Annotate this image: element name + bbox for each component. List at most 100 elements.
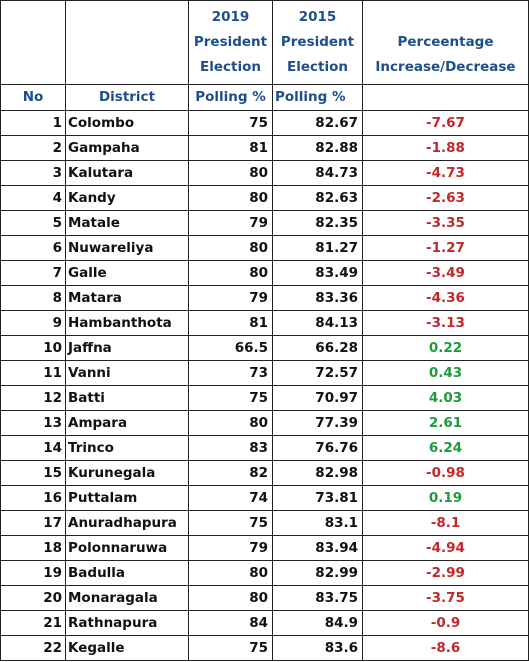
polling-2019: 81 bbox=[188, 135, 273, 161]
header-no: No bbox=[0, 84, 66, 111]
polling-2015: 81.27 bbox=[272, 235, 363, 261]
percentage-change: 4.03 bbox=[362, 385, 529, 411]
table-row: 4 Kandy 80 82.63 -2.63 bbox=[0, 185, 529, 211]
percentage-change: -3.75 bbox=[362, 585, 529, 611]
polling-2015: 82.88 bbox=[272, 135, 363, 161]
row-number: 1 bbox=[0, 110, 66, 136]
polling-2019: 75 bbox=[188, 635, 273, 661]
table-row: 11 Vanni 73 72.57 0.43 bbox=[0, 360, 529, 386]
header-row-columns: No District Polling % Polling % bbox=[0, 84, 529, 111]
row-number: 7 bbox=[0, 260, 66, 286]
table-row: 9 Hambanthota 81 84.13 -3.13 bbox=[0, 310, 529, 336]
table-row: 15 Kurunegala 82 82.98 -0.98 bbox=[0, 460, 529, 486]
percentage-change: 0.22 bbox=[362, 335, 529, 361]
district-name: Matale bbox=[65, 210, 189, 236]
table-row: 18 Polonnaruwa 79 83.94 -4.94 bbox=[0, 535, 529, 561]
table-row: 13 Ampara 80 77.39 2.61 bbox=[0, 410, 529, 436]
row-number: 16 bbox=[0, 485, 66, 511]
district-name: Kegalle bbox=[65, 635, 189, 661]
polling-2019: 83 bbox=[188, 435, 273, 461]
header-2015-line2: President bbox=[280, 34, 355, 50]
table-row: 14 Trinco 83 76.76 6.24 bbox=[0, 435, 529, 461]
district-name: Nuwareliya bbox=[65, 235, 189, 261]
polling-2019: 80 bbox=[188, 560, 273, 586]
polling-2015: 70.97 bbox=[272, 385, 363, 411]
row-number: 20 bbox=[0, 585, 66, 611]
percentage-change: 0.19 bbox=[362, 485, 529, 511]
polling-2019: 80 bbox=[188, 585, 273, 611]
table-row: 8 Matara 79 83.36 -4.36 bbox=[0, 285, 529, 311]
header-change-line2: Increase/Decrease bbox=[375, 59, 516, 75]
percentage-change: -3.35 bbox=[362, 210, 529, 236]
percentage-change: -4.36 bbox=[362, 285, 529, 311]
row-number: 3 bbox=[0, 160, 66, 186]
row-number: 22 bbox=[0, 635, 66, 661]
district-name: Kurunegala bbox=[65, 460, 189, 486]
percentage-change: -8.1 bbox=[362, 510, 529, 536]
header-change-blank bbox=[362, 84, 529, 111]
percentage-change: -2.63 bbox=[362, 185, 529, 211]
percentage-change: -0.9 bbox=[362, 610, 529, 636]
district-name: Kandy bbox=[65, 185, 189, 211]
table-row: 7 Galle 80 83.49 -3.49 bbox=[0, 260, 529, 286]
polling-2015: 73.81 bbox=[272, 485, 363, 511]
row-number: 19 bbox=[0, 560, 66, 586]
polling-2019: 80 bbox=[188, 235, 273, 261]
district-name: Hambanthota bbox=[65, 310, 189, 336]
header-polling-2015: Polling % bbox=[272, 84, 363, 111]
row-number: 10 bbox=[0, 335, 66, 361]
polling-2019: 84 bbox=[188, 610, 273, 636]
polling-2015: 83.6 bbox=[272, 635, 363, 661]
table-row: 22 Kegalle 75 83.6 -8.6 bbox=[0, 635, 529, 661]
table-row: 2 Gampaha 81 82.88 -1.88 bbox=[0, 135, 529, 161]
percentage-change: -3.49 bbox=[362, 260, 529, 286]
polling-2015: 72.57 bbox=[272, 360, 363, 386]
district-name: Matara bbox=[65, 285, 189, 311]
polling-2019: 75 bbox=[188, 385, 273, 411]
table-row: 6 Nuwareliya 80 81.27 -1.27 bbox=[0, 235, 529, 261]
district-name: Batti bbox=[65, 385, 189, 411]
district-name: Puttalam bbox=[65, 485, 189, 511]
polling-2015: 83.1 bbox=[272, 510, 363, 536]
district-name: Galle bbox=[65, 260, 189, 286]
polling-2015: 84.9 bbox=[272, 610, 363, 636]
table-row: 16 Puttalam 74 73.81 0.19 bbox=[0, 485, 529, 511]
polling-2019: 74 bbox=[188, 485, 273, 511]
percentage-change: -3.13 bbox=[362, 310, 529, 336]
polling-2015: 83.94 bbox=[272, 535, 363, 561]
district-name: Gampaha bbox=[65, 135, 189, 161]
row-number: 4 bbox=[0, 185, 66, 211]
table-row: 17 Anuradhapura 75 83.1 -8.1 bbox=[0, 510, 529, 536]
polling-2015: 82.99 bbox=[272, 560, 363, 586]
polling-2019: 80 bbox=[188, 160, 273, 186]
district-name: Polonnaruwa bbox=[65, 535, 189, 561]
header-2015-year: 2015 bbox=[298, 9, 337, 25]
polling-2015: 82.67 bbox=[272, 110, 363, 136]
header-2015-election: 2015 President Election bbox=[272, 0, 363, 85]
percentage-change: 0.43 bbox=[362, 360, 529, 386]
polling-2019: 79 bbox=[188, 285, 273, 311]
percentage-change: -8.6 bbox=[362, 635, 529, 661]
district-name: Colombo bbox=[65, 110, 189, 136]
row-number: 6 bbox=[0, 235, 66, 261]
polling-2019: 75 bbox=[188, 110, 273, 136]
percentage-change: -4.73 bbox=[362, 160, 529, 186]
polling-2015: 82.63 bbox=[272, 185, 363, 211]
polling-2019: 75 bbox=[188, 510, 273, 536]
district-name: Kalutara bbox=[65, 160, 189, 186]
polling-2019: 79 bbox=[188, 535, 273, 561]
header-change-line1: Perceentage bbox=[397, 34, 494, 50]
row-number: 9 bbox=[0, 310, 66, 336]
polling-2019: 80 bbox=[188, 410, 273, 436]
polling-2019: 80 bbox=[188, 260, 273, 286]
row-number: 18 bbox=[0, 535, 66, 561]
table-row: 3 Kalutara 80 84.73 -4.73 bbox=[0, 160, 529, 186]
header-blank-no bbox=[0, 0, 66, 85]
header-change: Perceentage Increase/Decrease bbox=[362, 0, 529, 85]
polling-2019: 80 bbox=[188, 185, 273, 211]
header-2015-line3: Election bbox=[287, 59, 348, 75]
percentage-change: -0.98 bbox=[362, 460, 529, 486]
polling-2019: 79 bbox=[188, 210, 273, 236]
polling-2015: 84.73 bbox=[272, 160, 363, 186]
polling-2015: 83.36 bbox=[272, 285, 363, 311]
